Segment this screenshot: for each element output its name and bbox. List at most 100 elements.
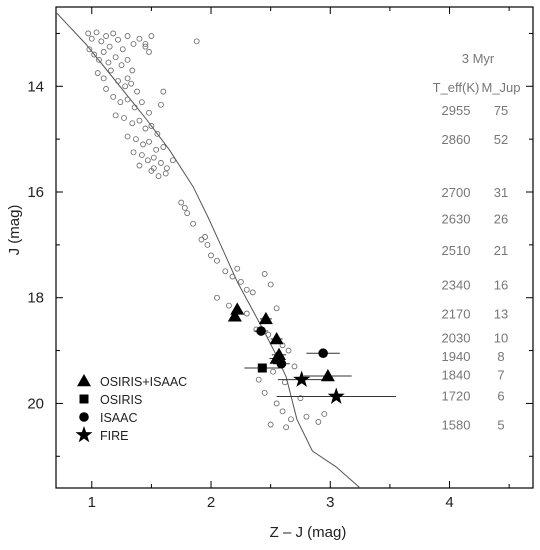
field-object-point — [146, 109, 152, 116]
field-object-point — [115, 78, 121, 84]
field-object-point — [273, 305, 280, 312]
field-object-point — [160, 88, 167, 95]
field-object-point — [136, 117, 143, 124]
field-object-point — [204, 241, 211, 248]
field-object-point — [122, 83, 129, 90]
field-object-point — [142, 41, 149, 47]
teff-value: 2340 — [442, 278, 471, 293]
field-object-point — [237, 278, 244, 285]
field-object-point — [144, 157, 151, 164]
teff-value: 2510 — [442, 243, 471, 258]
field-object-point — [261, 271, 268, 277]
teff-value: 2700 — [442, 185, 471, 200]
field-object-point — [229, 273, 236, 280]
field-object-point — [226, 302, 232, 309]
triangle-data-point — [230, 302, 245, 315]
field-object-point — [128, 80, 135, 87]
field-object-point — [94, 70, 101, 76]
isochrone-age-label: 3 Myr — [462, 51, 495, 66]
field-object-point — [243, 286, 250, 293]
field-object-point — [86, 46, 93, 53]
field-object-point — [282, 379, 288, 386]
x-tick-label: 2 — [207, 494, 215, 511]
mass-value: 10 — [494, 330, 508, 345]
field-object-point — [118, 62, 125, 69]
field-object-point — [198, 236, 205, 243]
y-tick-label: 20 — [27, 395, 44, 412]
mass-value: 31 — [494, 185, 508, 200]
legend-triangle-marker — [77, 374, 91, 387]
field-object-point — [100, 75, 107, 82]
field-object-point — [184, 210, 191, 217]
field-object-point — [190, 220, 197, 227]
field-object-point — [110, 93, 117, 100]
field-object-point — [283, 424, 290, 431]
legend-label: OSIRIS — [100, 393, 142, 407]
star-data-point — [293, 370, 311, 387]
field-object-point — [285, 347, 292, 354]
field-object-point — [91, 51, 98, 58]
field-object-point — [96, 56, 102, 63]
field-object-point — [85, 30, 92, 37]
legend-label: ISAAC — [100, 411, 138, 425]
legend-circle-marker — [79, 412, 89, 422]
field-object-point — [136, 162, 143, 169]
legend-star-marker — [75, 426, 93, 443]
field-object-point — [162, 170, 169, 177]
field-object-point — [98, 38, 105, 45]
field-object-point — [124, 133, 131, 140]
field-object-point — [124, 33, 131, 39]
square-data-point — [257, 363, 267, 373]
plot-frame — [55, 6, 534, 489]
y-axis-title: J (mag) — [6, 205, 23, 256]
field-object-point — [160, 144, 167, 150]
field-object-point — [267, 281, 274, 288]
field-object-point — [129, 67, 136, 74]
field-object-point — [140, 141, 146, 148]
star-data-point — [327, 387, 345, 404]
x-tick-label: 1 — [88, 494, 96, 511]
field-object-point — [132, 136, 139, 143]
field-object-point — [119, 46, 126, 53]
field-object-point — [315, 419, 322, 425]
field-object-point — [112, 112, 119, 119]
field-object-point — [234, 265, 241, 272]
teff-value: 2630 — [442, 211, 471, 226]
field-object-point — [148, 33, 155, 39]
triangle-data-point — [258, 311, 273, 325]
field-object-point — [164, 165, 170, 172]
field-object-point — [93, 29, 100, 36]
teff-value: 2955 — [442, 103, 471, 118]
field-object-point — [106, 43, 113, 50]
field-object-point — [124, 56, 131, 63]
teff-value: 1720 — [442, 389, 471, 404]
field-object-point — [154, 130, 161, 137]
mass-value: 13 — [494, 307, 508, 322]
field-object-point — [265, 331, 272, 338]
field-object-point — [107, 67, 114, 74]
field-object-point — [88, 35, 95, 42]
triangle-data-point — [227, 309, 242, 322]
field-object-point — [202, 234, 208, 240]
triangle-data-point — [320, 368, 335, 382]
field-object-point — [115, 36, 121, 43]
field-object-point — [178, 199, 185, 206]
field-object-point — [291, 363, 298, 370]
y-tick-label: 18 — [27, 290, 44, 307]
field-object-point — [303, 413, 310, 420]
mass-value: 21 — [494, 243, 508, 258]
legend-square-marker — [79, 394, 89, 404]
field-object-point — [279, 408, 286, 415]
field-object-point — [297, 395, 304, 402]
field-object-point — [155, 173, 162, 180]
field-object-point — [150, 154, 157, 161]
field-object-point — [181, 204, 188, 211]
field-object-point — [129, 120, 136, 127]
circle-data-point — [276, 358, 287, 369]
field-object-point — [153, 146, 160, 153]
triangle-data-point — [269, 331, 284, 345]
field-object-point — [321, 411, 328, 417]
isochrone-line — [56, 11, 361, 488]
teff-column-header: T_eff(K) — [433, 80, 480, 95]
mass-value: 5 — [497, 418, 504, 433]
